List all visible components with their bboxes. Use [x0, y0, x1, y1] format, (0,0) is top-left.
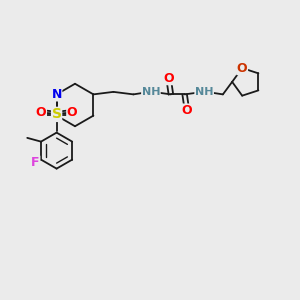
Text: O: O: [164, 72, 174, 85]
Text: O: O: [36, 106, 46, 119]
Text: N: N: [51, 88, 62, 101]
Text: O: O: [67, 106, 77, 119]
Text: O: O: [181, 104, 192, 117]
Text: F: F: [31, 156, 40, 169]
Text: O: O: [237, 61, 247, 75]
Text: NH: NH: [142, 87, 160, 97]
Text: S: S: [52, 107, 61, 122]
Text: NH: NH: [195, 87, 213, 97]
